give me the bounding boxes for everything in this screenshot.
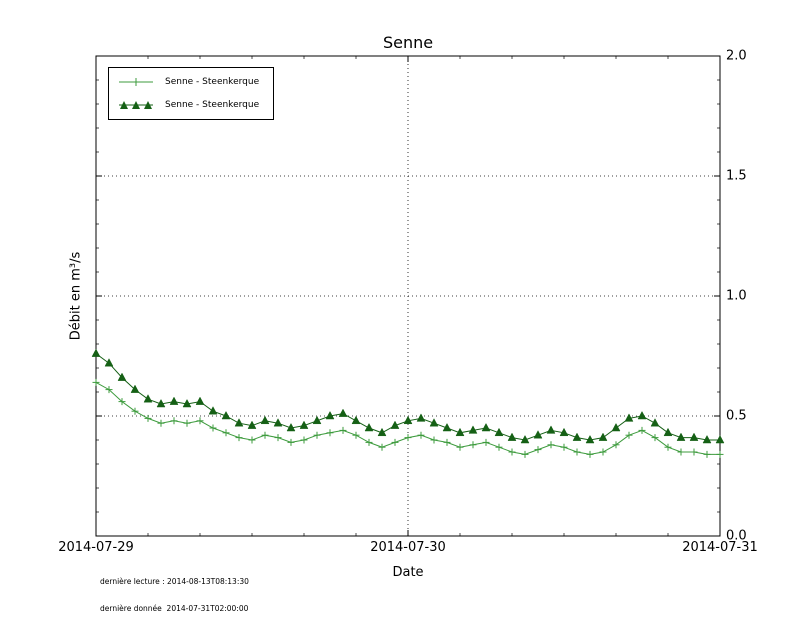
y-tick-label: 1.0: [726, 288, 747, 304]
last-reading-text: dernière lecture : 2014-08-13T08:13:30: [100, 577, 249, 586]
chart-title: Senne: [382, 33, 434, 52]
x-tick-label: 2014-07-30: [370, 540, 446, 555]
x-axis-label: Date: [392, 565, 424, 580]
legend-label: Senne - Steenkerque: [165, 100, 260, 110]
last-data-text: dernière donnée 2014-07-31T02:00:00: [100, 604, 249, 613]
legend: Senne - Steenkerque Senne - Steenkerque: [108, 67, 275, 120]
y-tick-label: 0.0: [726, 528, 747, 544]
triangle-marker-line-icon: [119, 101, 153, 109]
y-axis-label: Débit en m³/s: [68, 251, 84, 341]
y-tick-label: 2.0: [726, 48, 747, 64]
footer-info: dernière lecture : 2014-08-13T08:13:30 d…: [100, 559, 249, 622]
legend-label: Senne - Steenkerque: [165, 77, 260, 87]
y-tick-label: 0.5: [726, 408, 747, 424]
plot-area: [91, 55, 725, 537]
y-tick-label: 1.5: [726, 168, 747, 184]
x-tick-label: 2014-07-29: [58, 540, 134, 555]
legend-entry-plus: Senne - Steenkerque: [117, 75, 259, 89]
x-tick-label: 2014-07-31: [682, 540, 758, 555]
plus-marker-line-icon: [119, 78, 153, 86]
legend-entry-triangle: Senne - Steenkerque: [117, 98, 259, 112]
